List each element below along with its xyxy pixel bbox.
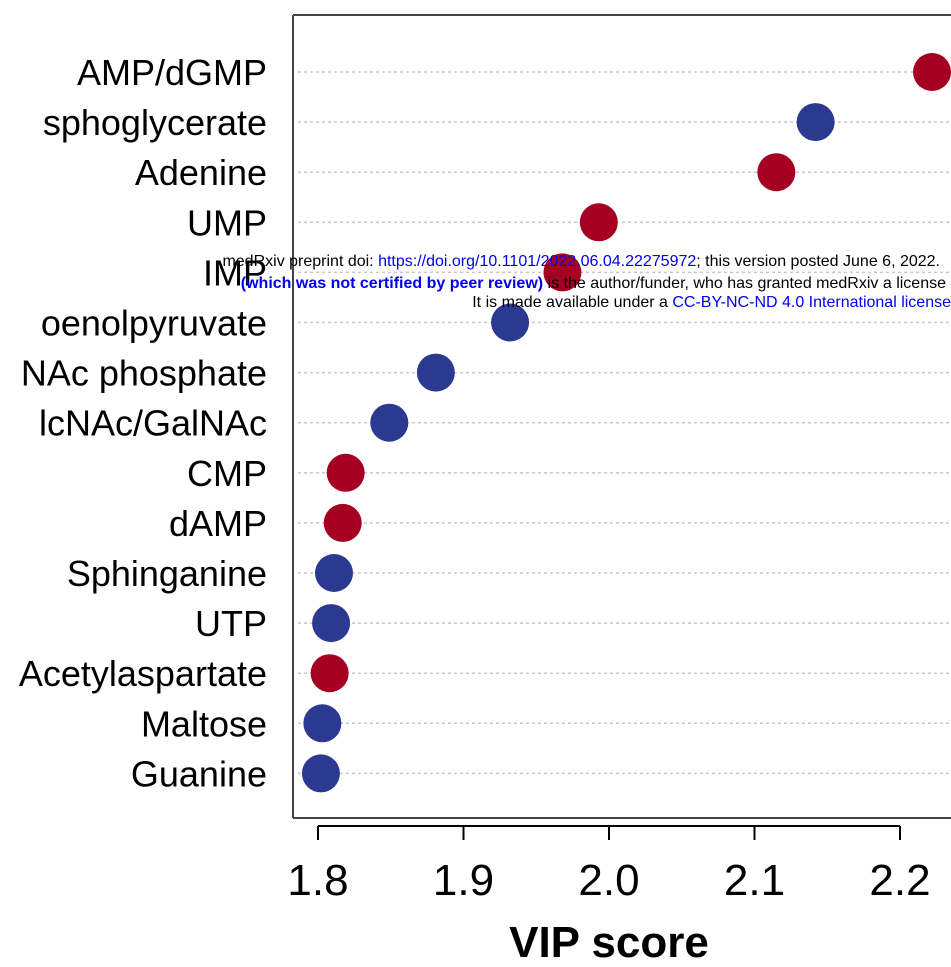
x-axis: 1.8 1.9 2.0 2.1 2.2 xyxy=(287,825,931,905)
category-label: Guanine xyxy=(131,753,267,794)
x-tick-label: 1.9 xyxy=(433,856,494,905)
watermark-line-1: medRxiv preprint doi: https://doi.org/10… xyxy=(222,253,940,270)
data-point xyxy=(416,353,455,392)
category-label: NAc phosphate xyxy=(21,353,267,394)
x-axis-title: VIP score xyxy=(509,918,709,967)
data-point xyxy=(913,53,951,91)
data-point xyxy=(323,503,362,542)
x-tick-label: 2.2 xyxy=(869,856,930,905)
category-label: oenolpyruvate xyxy=(41,303,267,344)
data-point xyxy=(757,153,796,192)
category-label: Adenine xyxy=(135,152,267,193)
category-label: Acetylaspartate xyxy=(19,653,267,694)
x-tick-label: 1.8 xyxy=(287,856,348,905)
data-point xyxy=(796,103,835,142)
x-tick-label: 2.1 xyxy=(724,856,785,905)
data-point xyxy=(491,303,530,342)
category-label: Maltose xyxy=(141,703,267,744)
category-label: CMP xyxy=(187,453,267,494)
watermark-line-3: It is made available under a CC-BY-NC-ND… xyxy=(472,294,951,311)
data-point xyxy=(301,754,340,793)
category-label: UTP xyxy=(195,603,267,644)
category-label: AMP/dGMP xyxy=(77,52,267,93)
data-point xyxy=(543,253,582,292)
category-label: dAMP xyxy=(169,503,267,544)
category-label: lcNAc/GalNAc xyxy=(39,403,267,444)
x-tick-label: 2.0 xyxy=(578,856,639,905)
watermark-line-2: (which was not certified by peer review)… xyxy=(241,275,946,292)
data-point xyxy=(312,604,351,643)
data-point xyxy=(303,704,342,743)
data-points xyxy=(301,53,951,793)
data-point xyxy=(315,554,354,592)
category-labels: AMP/dGMP sphoglycerate Adenine UMP IMP oenolp… xyxy=(19,52,267,794)
category-label: IMP xyxy=(203,252,267,293)
data-point xyxy=(370,403,409,442)
watermark-doi-link[interactable]: https://doi.org/10.1101/2022.06.04.22275… xyxy=(378,253,696,270)
data-point xyxy=(326,453,365,492)
gridlines xyxy=(298,71,951,775)
category-label: UMP xyxy=(187,202,267,243)
data-point xyxy=(579,203,618,242)
category-label: sphoglycerate xyxy=(43,102,267,143)
category-label: Sphinganine xyxy=(67,553,267,594)
data-point xyxy=(310,654,349,693)
medrxiv-watermark: medRxiv preprint doi: https://doi.org/10… xyxy=(222,253,951,311)
watermark-license-link[interactable]: CC-BY-NC-ND 4.0 International license xyxy=(672,294,951,311)
